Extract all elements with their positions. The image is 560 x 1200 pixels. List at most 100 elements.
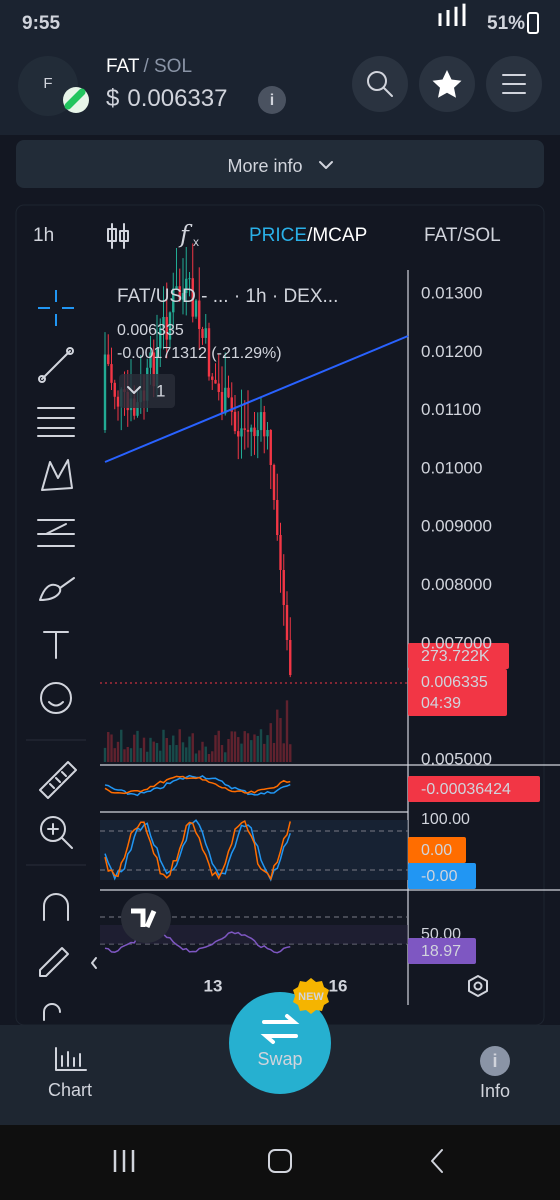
token-avatar [18,56,78,116]
collapse-arrow[interactable] [91,957,97,969]
candle-body [178,286,181,300]
candle-body [272,465,276,500]
more-info-card[interactable] [16,140,544,188]
candle-body [175,286,178,289]
swap-icon [260,1014,300,1044]
battery-icon [527,12,539,34]
volume-bar [185,747,188,762]
volume-bar [285,700,289,762]
volume-bar [204,746,207,762]
candle-body [119,230,129,242]
candle-body [159,327,162,349]
candle-body [263,412,266,437]
chart-plot [100,243,560,1005]
swap-button[interactable] [229,992,331,1094]
chart-tab-icon [55,1047,87,1071]
candle-body [103,354,107,430]
search-handle [383,87,393,97]
pattern-tool[interactable] [41,459,73,491]
tv-mark [131,908,157,929]
volume-bar [243,731,246,762]
recents-button[interactable] [113,1150,135,1172]
volume-bar [181,742,185,762]
price-badge-bg [408,669,507,716]
volume-bar [250,740,253,762]
candle-body [107,228,117,242]
price-toggle[interactable]: PRICE [249,225,307,246]
draw-lock-tool[interactable] [39,947,69,977]
mcap-toggle[interactable]: /MCAP [307,225,367,246]
candle-body [246,429,250,432]
candle-body [110,364,113,383]
info-tab[interactable]: Info [480,1081,510,1101]
price-mcap-toggle[interactable]: PRICE/MCAP [249,225,367,246]
back-button[interactable] [431,1149,443,1173]
volume-bar [207,753,211,762]
legend-change: -0.00171312 (-21.29%) [117,345,282,362]
stoch-k: 0.00 [421,842,452,859]
candle-body [181,293,185,300]
candle-body [289,640,292,675]
swap-label: Swap [257,1049,302,1069]
price-badge: 0.006335 [421,674,488,691]
macd-badge-bg [408,776,540,802]
interval[interactable]: 1h [33,225,54,246]
candle-body [282,570,285,605]
trendline-tool[interactable] [41,350,71,380]
volume-bar [129,748,133,762]
candle-body [185,278,188,294]
star-icon [432,70,462,98]
candle-body [162,316,165,328]
volume-bar [110,734,113,762]
info-button[interactable] [258,86,286,114]
brush-tool[interactable] [39,577,75,601]
emoji-smile [48,701,64,707]
candle-body [243,428,246,430]
home-button[interactable] [268,1149,292,1173]
stoch-k-line [104,819,291,881]
info-tab-icon [480,1046,510,1076]
candle-body [220,391,224,414]
emoji-tool[interactable] [40,682,72,714]
projection-tool[interactable] [37,519,75,547]
volume-bar [266,735,269,762]
ruler-tool[interactable] [39,761,77,799]
volume-bar [191,733,194,762]
candle-body [276,500,279,535]
tool-dot [66,347,74,355]
price-axis-label: 0.01300 [421,283,482,302]
zoom-tool[interactable] [40,816,66,842]
magnet-tool[interactable] [43,893,69,921]
text-tool[interactable] [43,631,69,659]
info-glyph: i [270,92,274,109]
volume-bar [279,718,282,762]
status-time: 9:55 [22,13,60,34]
volume-bar [126,746,129,762]
search-button[interactable] [352,56,408,112]
indicator-level [100,830,408,945]
candle-body [224,387,227,414]
candle-body [256,430,259,437]
chart-tab[interactable]: Chart [48,1080,92,1100]
volume-badge: 273.722K [421,648,490,665]
candle-body [116,396,120,407]
menu-icon [502,74,526,94]
chart-legend: FAT/USD - ... · 1h · DEX... [117,286,338,307]
candle-body [194,300,198,317]
volume-bar [259,729,263,762]
rsi-badge-bg [408,938,476,964]
settings-icon[interactable] [468,975,488,997]
pair-toggle[interactable]: FAT/SOL [424,225,501,246]
more-info-label[interactable]: More info [227,156,302,176]
fib-tool[interactable] [37,407,75,437]
price: $0.006337 [106,85,227,112]
status-battery: 51% [487,13,525,34]
unlock-tool[interactable] [43,1003,61,1021]
tv-logo[interactable] [121,893,171,943]
crosshair-tool[interactable] [38,290,74,326]
candle-body [172,288,175,313]
stoch-top: 100.00 [421,811,470,828]
candle-body [240,428,243,437]
indicator-collapse[interactable] [119,374,175,408]
volume-bar [220,745,224,762]
